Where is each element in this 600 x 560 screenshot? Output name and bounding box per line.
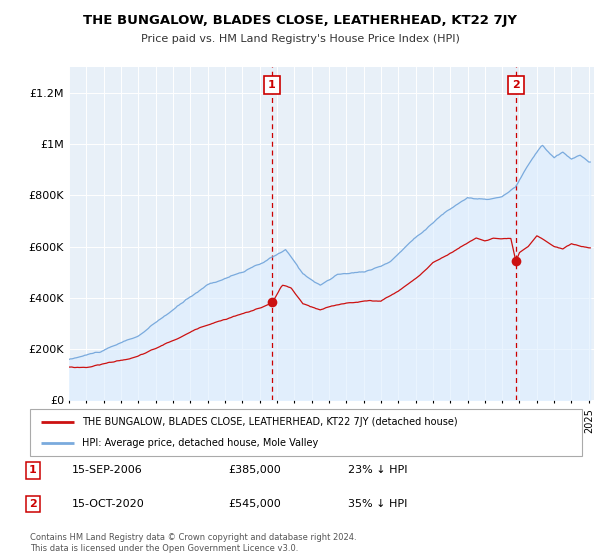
Text: 35% ↓ HPI: 35% ↓ HPI [348,499,407,509]
Text: Price paid vs. HM Land Registry's House Price Index (HPI): Price paid vs. HM Land Registry's House … [140,34,460,44]
Text: HPI: Average price, detached house, Mole Valley: HPI: Average price, detached house, Mole… [82,438,319,448]
Text: 1: 1 [268,80,276,90]
Text: THE BUNGALOW, BLADES CLOSE, LEATHERHEAD, KT22 7JY: THE BUNGALOW, BLADES CLOSE, LEATHERHEAD,… [83,14,517,27]
Text: 2: 2 [29,499,37,509]
Text: 15-OCT-2020: 15-OCT-2020 [72,499,145,509]
Text: 15-SEP-2006: 15-SEP-2006 [72,465,143,475]
Text: £545,000: £545,000 [228,499,281,509]
Text: 23% ↓ HPI: 23% ↓ HPI [348,465,407,475]
Text: 1: 1 [29,465,37,475]
Text: Contains HM Land Registry data © Crown copyright and database right 2024.
This d: Contains HM Land Registry data © Crown c… [30,533,356,553]
Text: £385,000: £385,000 [228,465,281,475]
Text: 2: 2 [512,80,520,90]
Text: THE BUNGALOW, BLADES CLOSE, LEATHERHEAD, KT22 7JY (detached house): THE BUNGALOW, BLADES CLOSE, LEATHERHEAD,… [82,417,458,427]
